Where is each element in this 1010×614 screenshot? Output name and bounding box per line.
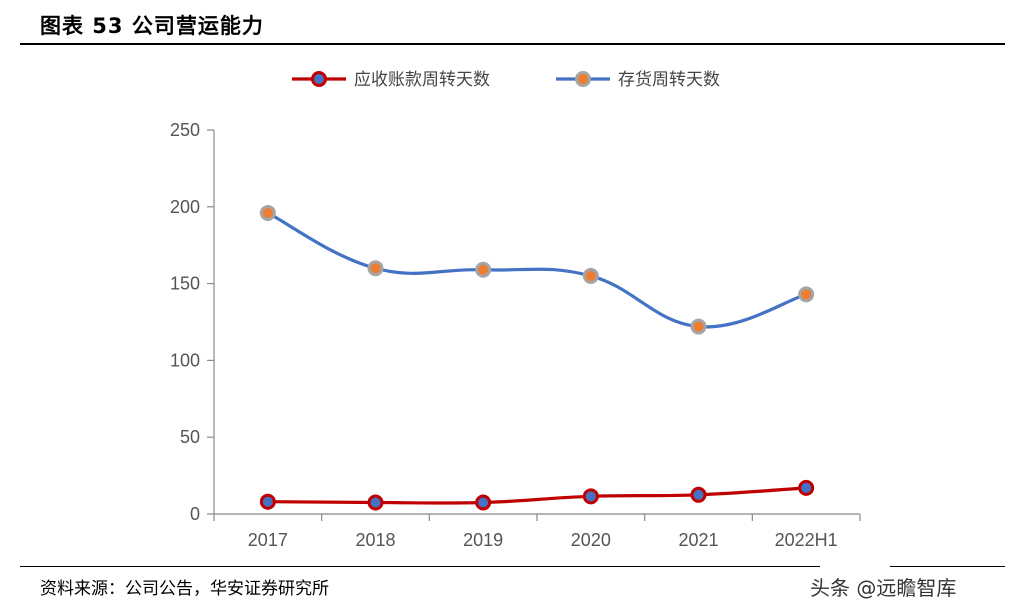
data-point bbox=[582, 488, 599, 505]
legend-marker bbox=[575, 71, 591, 87]
y-tick-label: 150 bbox=[170, 274, 200, 294]
watermark-text: 头条 @远瞻智库 bbox=[810, 576, 957, 600]
data-point bbox=[690, 486, 707, 503]
x-tick-label: 2022H1 bbox=[775, 530, 838, 550]
data-point bbox=[259, 204, 276, 221]
bottom-rule bbox=[20, 566, 820, 567]
chart-legend: 应收账款周转天数 存货周转天数 bbox=[292, 70, 720, 90]
x-tick-label: 2017 bbox=[248, 530, 288, 550]
data-point bbox=[690, 318, 707, 335]
y-tick-label: 250 bbox=[170, 120, 200, 140]
data-point bbox=[582, 267, 599, 284]
series-line-0 bbox=[267, 486, 807, 505]
data-point bbox=[367, 494, 384, 511]
source-note: 资料来源：公司公告，华安证券研究所 bbox=[40, 579, 329, 599]
x-tick-label: 2021 bbox=[678, 530, 718, 550]
series-line-1 bbox=[267, 211, 807, 329]
y-tick-label: 0 bbox=[190, 504, 200, 524]
data-point bbox=[367, 260, 384, 277]
x-tick-label: 2019 bbox=[463, 530, 503, 550]
x-tick-label: 2018 bbox=[355, 530, 395, 550]
chart-series bbox=[259, 204, 815, 511]
y-tick-label: 50 bbox=[180, 427, 200, 447]
x-tick-label: 2020 bbox=[571, 530, 611, 550]
top-rule bbox=[20, 43, 1005, 45]
data-point bbox=[259, 493, 276, 510]
legend-label: 应收账款周转天数 bbox=[354, 70, 490, 90]
legend-label: 存货周转天数 bbox=[618, 70, 720, 90]
figure-title: 图表 53 公司营运能力 bbox=[40, 14, 264, 38]
data-point bbox=[798, 479, 815, 496]
data-point bbox=[475, 494, 492, 511]
data-point bbox=[798, 286, 815, 303]
bottom-rule-right bbox=[890, 566, 1005, 567]
legend-marker bbox=[311, 71, 327, 87]
y-tick-label: 100 bbox=[170, 350, 200, 370]
chart-axes: 0 50 100 150 200 250 2017 2018 2019 2020 2021 2022H… bbox=[170, 120, 861, 550]
data-point bbox=[475, 261, 492, 278]
y-tick-label: 200 bbox=[170, 197, 200, 217]
